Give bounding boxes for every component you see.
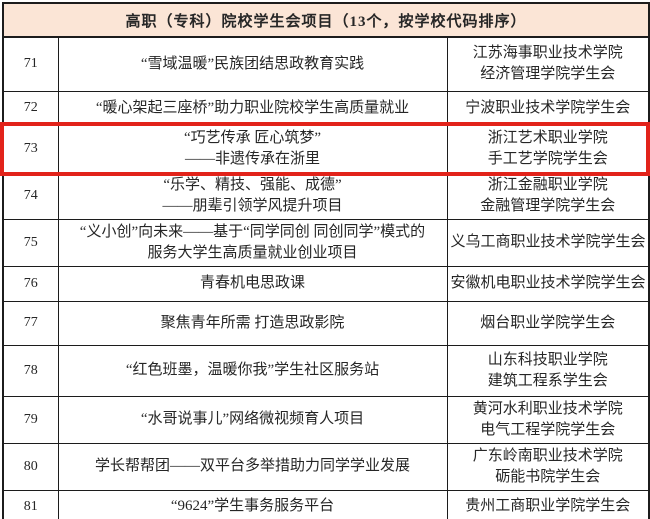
school-name-line: 义乌工商职业技术学院学生会 bbox=[450, 234, 646, 250]
school-name: 义乌工商职业技术学院学生会 bbox=[446, 218, 650, 267]
school-name-line: 砺能书院学生会 bbox=[495, 468, 601, 485]
school-name: 宁波职业技术学院学生会 bbox=[446, 90, 650, 126]
row-number: 81 bbox=[2, 489, 59, 519]
table-row: 78 “红色班墨，温暖你我”学生社区服务站 山东科技职业学院 建筑工程系学生会 bbox=[2, 344, 650, 397]
school-name-line: 金融管理学院学生会 bbox=[480, 197, 616, 214]
row-number-line: 79 bbox=[23, 411, 38, 427]
project-name: 青春机电思政课 bbox=[57, 265, 448, 302]
school-name: 浙江金融职业学院 金融管理学院学生会 bbox=[446, 171, 650, 220]
project-name: “红色班墨，温暖你我”学生社区服务站 bbox=[57, 344, 448, 397]
row-number-line: 72 bbox=[23, 100, 38, 116]
table-row: 72 “暖心架起三座桥”助力职业院校学生高质量就业 宁波职业技术学院学生会 bbox=[2, 90, 650, 126]
project-name-line: 学长帮帮团——双平台多举措助力同学学业发展 bbox=[94, 458, 410, 474]
school-name: 安徽机电职业技术学院学生会 bbox=[446, 265, 650, 302]
row-number: 77 bbox=[2, 300, 59, 346]
school-name-line: 烟台职业学院学生会 bbox=[480, 314, 616, 331]
row-number: 73 bbox=[2, 124, 59, 173]
row-number-line: 75 bbox=[23, 234, 38, 250]
project-name: “乐学、精技、强能、成德” ——朋辈引领学风提升项目 bbox=[57, 171, 448, 220]
row-number: 79 bbox=[2, 395, 59, 444]
row-number-line: 77 bbox=[23, 315, 38, 331]
table-row: 73 “巧艺传承 匠心筑梦” ——非遗传承在浙里 浙江艺术职业学院 手工艺学院学生会 bbox=[2, 124, 650, 173]
school-name-line: 宁波职业技术学院学生会 bbox=[465, 99, 631, 116]
row-number-line: 81 bbox=[23, 498, 38, 514]
school-name: 山东科技职业学院 建筑工程系学生会 bbox=[446, 344, 650, 397]
school-name-line: 经济管理学院学生会 bbox=[480, 66, 616, 83]
table-title-row: 高职（专科）院校学生会项目（13个，按学校代码排序） bbox=[2, 2, 650, 38]
school-name-line: 江苏海事职业技术学院 bbox=[472, 45, 623, 62]
project-name-line: 青春机电思政课 bbox=[199, 275, 305, 291]
table-row: 76 青春机电思政课 安徽机电职业技术学院学生会 bbox=[2, 265, 650, 302]
table-row: 75 “义小创”向未来——基于“同学同创 同创同学”模式的 服务大学生高质量就业创业… bbox=[2, 218, 650, 267]
row-number-line: 73 bbox=[23, 140, 38, 156]
project-name: 聚焦青年所需 打造思政影院 bbox=[57, 300, 448, 346]
project-name-line: ——朋辈引领学风提升项目 bbox=[162, 197, 343, 214]
row-number-line: 74 bbox=[23, 187, 38, 203]
row-number: 80 bbox=[2, 442, 59, 491]
project-name-line: “暖心架起三座桥”助力职业院校学生高质量就业 bbox=[95, 99, 410, 116]
project-name-line: “雪域温暖”民族团结思政教育实践 bbox=[140, 55, 365, 72]
row-number: 71 bbox=[2, 36, 59, 92]
school-name-line: 安徽机电职业技术学院学生会 bbox=[450, 275, 646, 291]
project-name-line: “乐学、精技、强能、成德” bbox=[163, 176, 342, 193]
project-name: “义小创”向未来——基于“同学同创 同创同学”模式的 服务大学生高质量就业创业项目 bbox=[57, 218, 448, 267]
row-number-line: 78 bbox=[23, 362, 38, 378]
school-name-line: 广东岭南职业技术学院 bbox=[472, 447, 623, 464]
school-name-line: 山东科技职业学院 bbox=[487, 351, 608, 368]
row-number: 75 bbox=[2, 218, 59, 267]
project-name-line: 聚焦青年所需 打造思政影院 bbox=[160, 314, 345, 331]
project-name: “9624”学生事务服务平台 bbox=[57, 489, 448, 519]
table-row: 81 “9624”学生事务服务平台 贵州工商职业学院学生会 bbox=[2, 489, 650, 519]
row-number-line: 76 bbox=[23, 275, 38, 291]
school-name: 广东岭南职业技术学院 砺能书院学生会 bbox=[446, 442, 650, 491]
table-title: 高职（专科）院校学生会项目（13个，按学校代码排序） bbox=[2, 2, 650, 38]
table-body: 71 “雪域温暖”民族团结思政教育实践 江苏海事职业技术学院 经济管理学院学生会 72 “… bbox=[2, 36, 650, 519]
school-name-line: 浙江艺术职业学院 bbox=[487, 129, 608, 146]
project-name-line: “9624”学生事务服务平台 bbox=[170, 498, 335, 515]
table-row: 80 学长帮帮团——双平台多举措助力同学学业发展 广东岭南职业技术学院 砺能书院学生会 bbox=[2, 442, 650, 491]
project-name-line: “水哥说事儿”网络微视频育人项目 bbox=[140, 411, 365, 427]
project-name: 学长帮帮团——双平台多举措助力同学学业发展 bbox=[57, 442, 448, 491]
project-name-line: ——非遗传承在浙里 bbox=[184, 150, 320, 167]
school-name-line: 建筑工程系学生会 bbox=[487, 372, 608, 389]
school-name-line: 电气工程学院学生会 bbox=[480, 421, 616, 438]
school-name: 贵州工商职业学院学生会 bbox=[446, 489, 650, 519]
row-number: 74 bbox=[2, 171, 59, 220]
school-name: 江苏海事职业技术学院 经济管理学院学生会 bbox=[446, 36, 650, 92]
table-row: 74 “乐学、精技、强能、成德” ——朋辈引领学风提升项目 浙江金融职业学院 金融管理学… bbox=[2, 171, 650, 220]
school-name: 黄河水利职业技术学院 电气工程学院学生会 bbox=[446, 395, 650, 444]
table-row: 79 “水哥说事儿”网络微视频育人项目 黄河水利职业技术学院 电气工程学院学生会 bbox=[2, 395, 650, 444]
school-name-line: 黄河水利职业技术学院 bbox=[472, 400, 623, 417]
row-number-line: 71 bbox=[23, 56, 38, 72]
project-name: “水哥说事儿”网络微视频育人项目 bbox=[57, 395, 448, 444]
project-name-line: “义小创”向未来——基于“同学同创 同创同学”模式的 bbox=[79, 223, 426, 240]
school-name: 浙江艺术职业学院 手工艺学院学生会 bbox=[446, 124, 650, 173]
row-number-line: 80 bbox=[23, 458, 38, 474]
school-name-line: 手工艺学院学生会 bbox=[487, 150, 608, 167]
school-name-line: 浙江金融职业学院 bbox=[487, 176, 608, 193]
school-name: 烟台职业学院学生会 bbox=[446, 300, 650, 346]
project-name-line: “巧艺传承 匠心筑梦” bbox=[183, 129, 322, 146]
table-row: 77 聚焦青年所需 打造思政影院 烟台职业学院学生会 bbox=[2, 300, 650, 346]
project-name-line: “红色班墨，温暖你我”学生社区服务站 bbox=[125, 362, 380, 378]
project-name-line: 服务大学生高质量就业创业项目 bbox=[147, 244, 358, 261]
project-name: “暖心架起三座桥”助力职业院校学生高质量就业 bbox=[57, 90, 448, 126]
row-number: 72 bbox=[2, 90, 59, 126]
row-number: 78 bbox=[2, 344, 59, 397]
row-number: 76 bbox=[2, 265, 59, 302]
school-name-line: 贵州工商职业学院学生会 bbox=[465, 498, 631, 515]
table-row: 71 “雪域温暖”民族团结思政教育实践 江苏海事职业技术学院 经济管理学院学生会 bbox=[2, 36, 650, 92]
project-name: “雪域温暖”民族团结思政教育实践 bbox=[57, 36, 448, 92]
project-name: “巧艺传承 匠心筑梦” ——非遗传承在浙里 bbox=[57, 124, 448, 173]
